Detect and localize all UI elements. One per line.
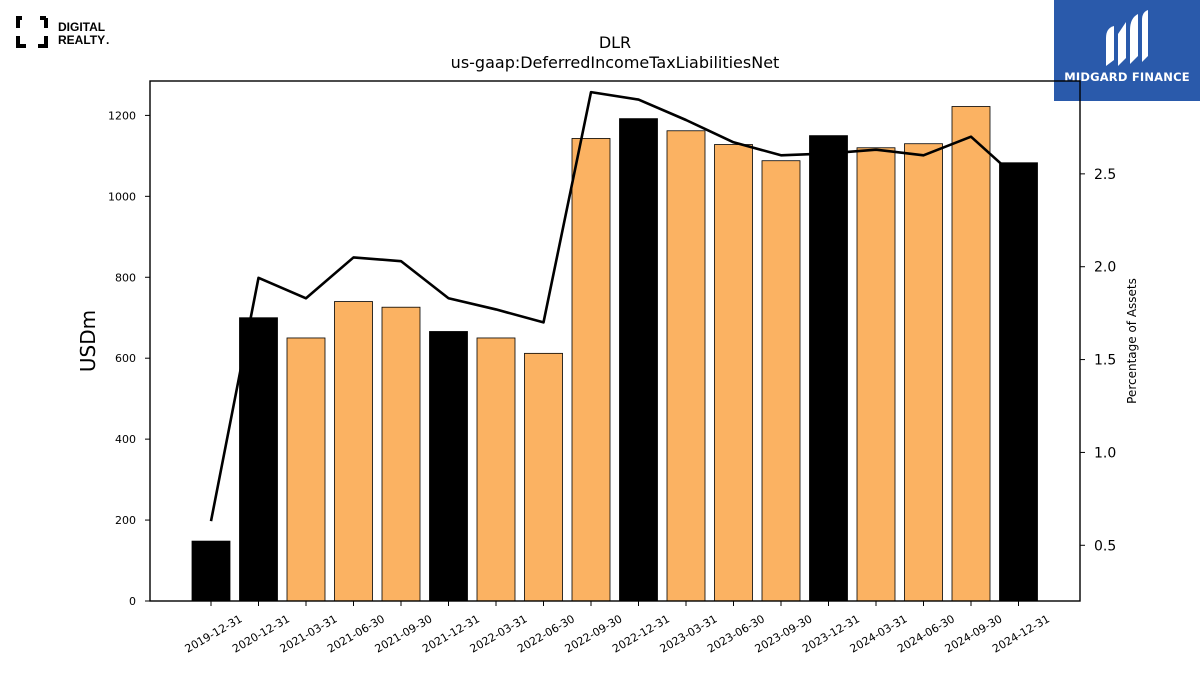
- bar-2019-12-31: [191, 540, 231, 602]
- digital-realty-mark-icon: DIGITAL REALTY .: [16, 16, 109, 48]
- y-axis-label: USDm: [76, 310, 100, 372]
- left-logo-line2: REALTY: [58, 33, 105, 47]
- midgard-finance-logo: MIDGARD FINANCE: [1054, 0, 1200, 101]
- right-logo-text: MIDGARD FINANCE: [1064, 70, 1190, 84]
- y-tick-label: 200: [115, 514, 136, 527]
- y2-tick-label: 2.5: [1094, 167, 1116, 183]
- bar-2022-03-31: [476, 337, 516, 602]
- bar-2023-12-31: [809, 135, 848, 602]
- y-tick-label: 400: [115, 433, 136, 446]
- y-tick-label: 1200: [108, 109, 136, 122]
- bar-2021-03-31: [286, 337, 326, 602]
- bar-2020-12-31: [239, 317, 278, 602]
- y2-tick-label: 1.0: [1094, 445, 1116, 461]
- plot-frame: [149, 80, 1081, 602]
- y-tick-label: 800: [115, 271, 136, 284]
- percentage-line: [209, 90, 1020, 522]
- bar-2021-12-31: [429, 331, 468, 602]
- bar-2021-09-30: [381, 306, 421, 602]
- bar-2024-12-31: [999, 162, 1038, 602]
- bar-2023-06-30: [714, 144, 753, 602]
- y2-tick-label: 0.5: [1094, 538, 1116, 554]
- y2-tick-label: 2.0: [1094, 260, 1116, 276]
- bar-2024-06-30: [904, 143, 943, 602]
- bars-group: [191, 106, 1038, 602]
- bar-2022-06-30: [524, 352, 563, 602]
- y-tick-label: 1000: [108, 190, 136, 203]
- left-axis: 0 200 400 600 800 1000 1200: [108, 109, 150, 608]
- y2-tick-label: 1.5: [1094, 353, 1116, 369]
- line-series-group: [209, 90, 1020, 522]
- y-tick-label: 600: [115, 352, 136, 365]
- bar-2023-09-30: [761, 160, 801, 602]
- x-axis: 2019-12-312020-12-312021-03-312021-06-30…: [183, 601, 1052, 656]
- y-tick-label: 0: [129, 595, 136, 608]
- bar-2022-09-30: [571, 138, 611, 602]
- left-logo-mark: .: [106, 33, 109, 47]
- chart-title: DLR: [599, 33, 631, 52]
- bar-2024-09-30: [951, 106, 991, 602]
- midgard-mark-icon: [1106, 10, 1148, 66]
- bar-2024-03-31: [856, 147, 896, 602]
- bar-2022-12-31: [619, 118, 658, 602]
- bar-2023-03-31: [666, 130, 706, 602]
- right-axis: 0.5 1.0 1.5 2.0 2.5: [1080, 167, 1116, 554]
- left-logo-line1: DIGITAL: [58, 20, 105, 34]
- chart-subtitle: us-gaap:DeferredIncomeTaxLiabilitiesNet: [451, 53, 780, 72]
- y2-axis-label: Percentage of Assets: [1125, 278, 1139, 404]
- digital-realty-logo: DIGITAL REALTY .: [14, 14, 124, 54]
- bar-2021-06-30: [334, 301, 373, 602]
